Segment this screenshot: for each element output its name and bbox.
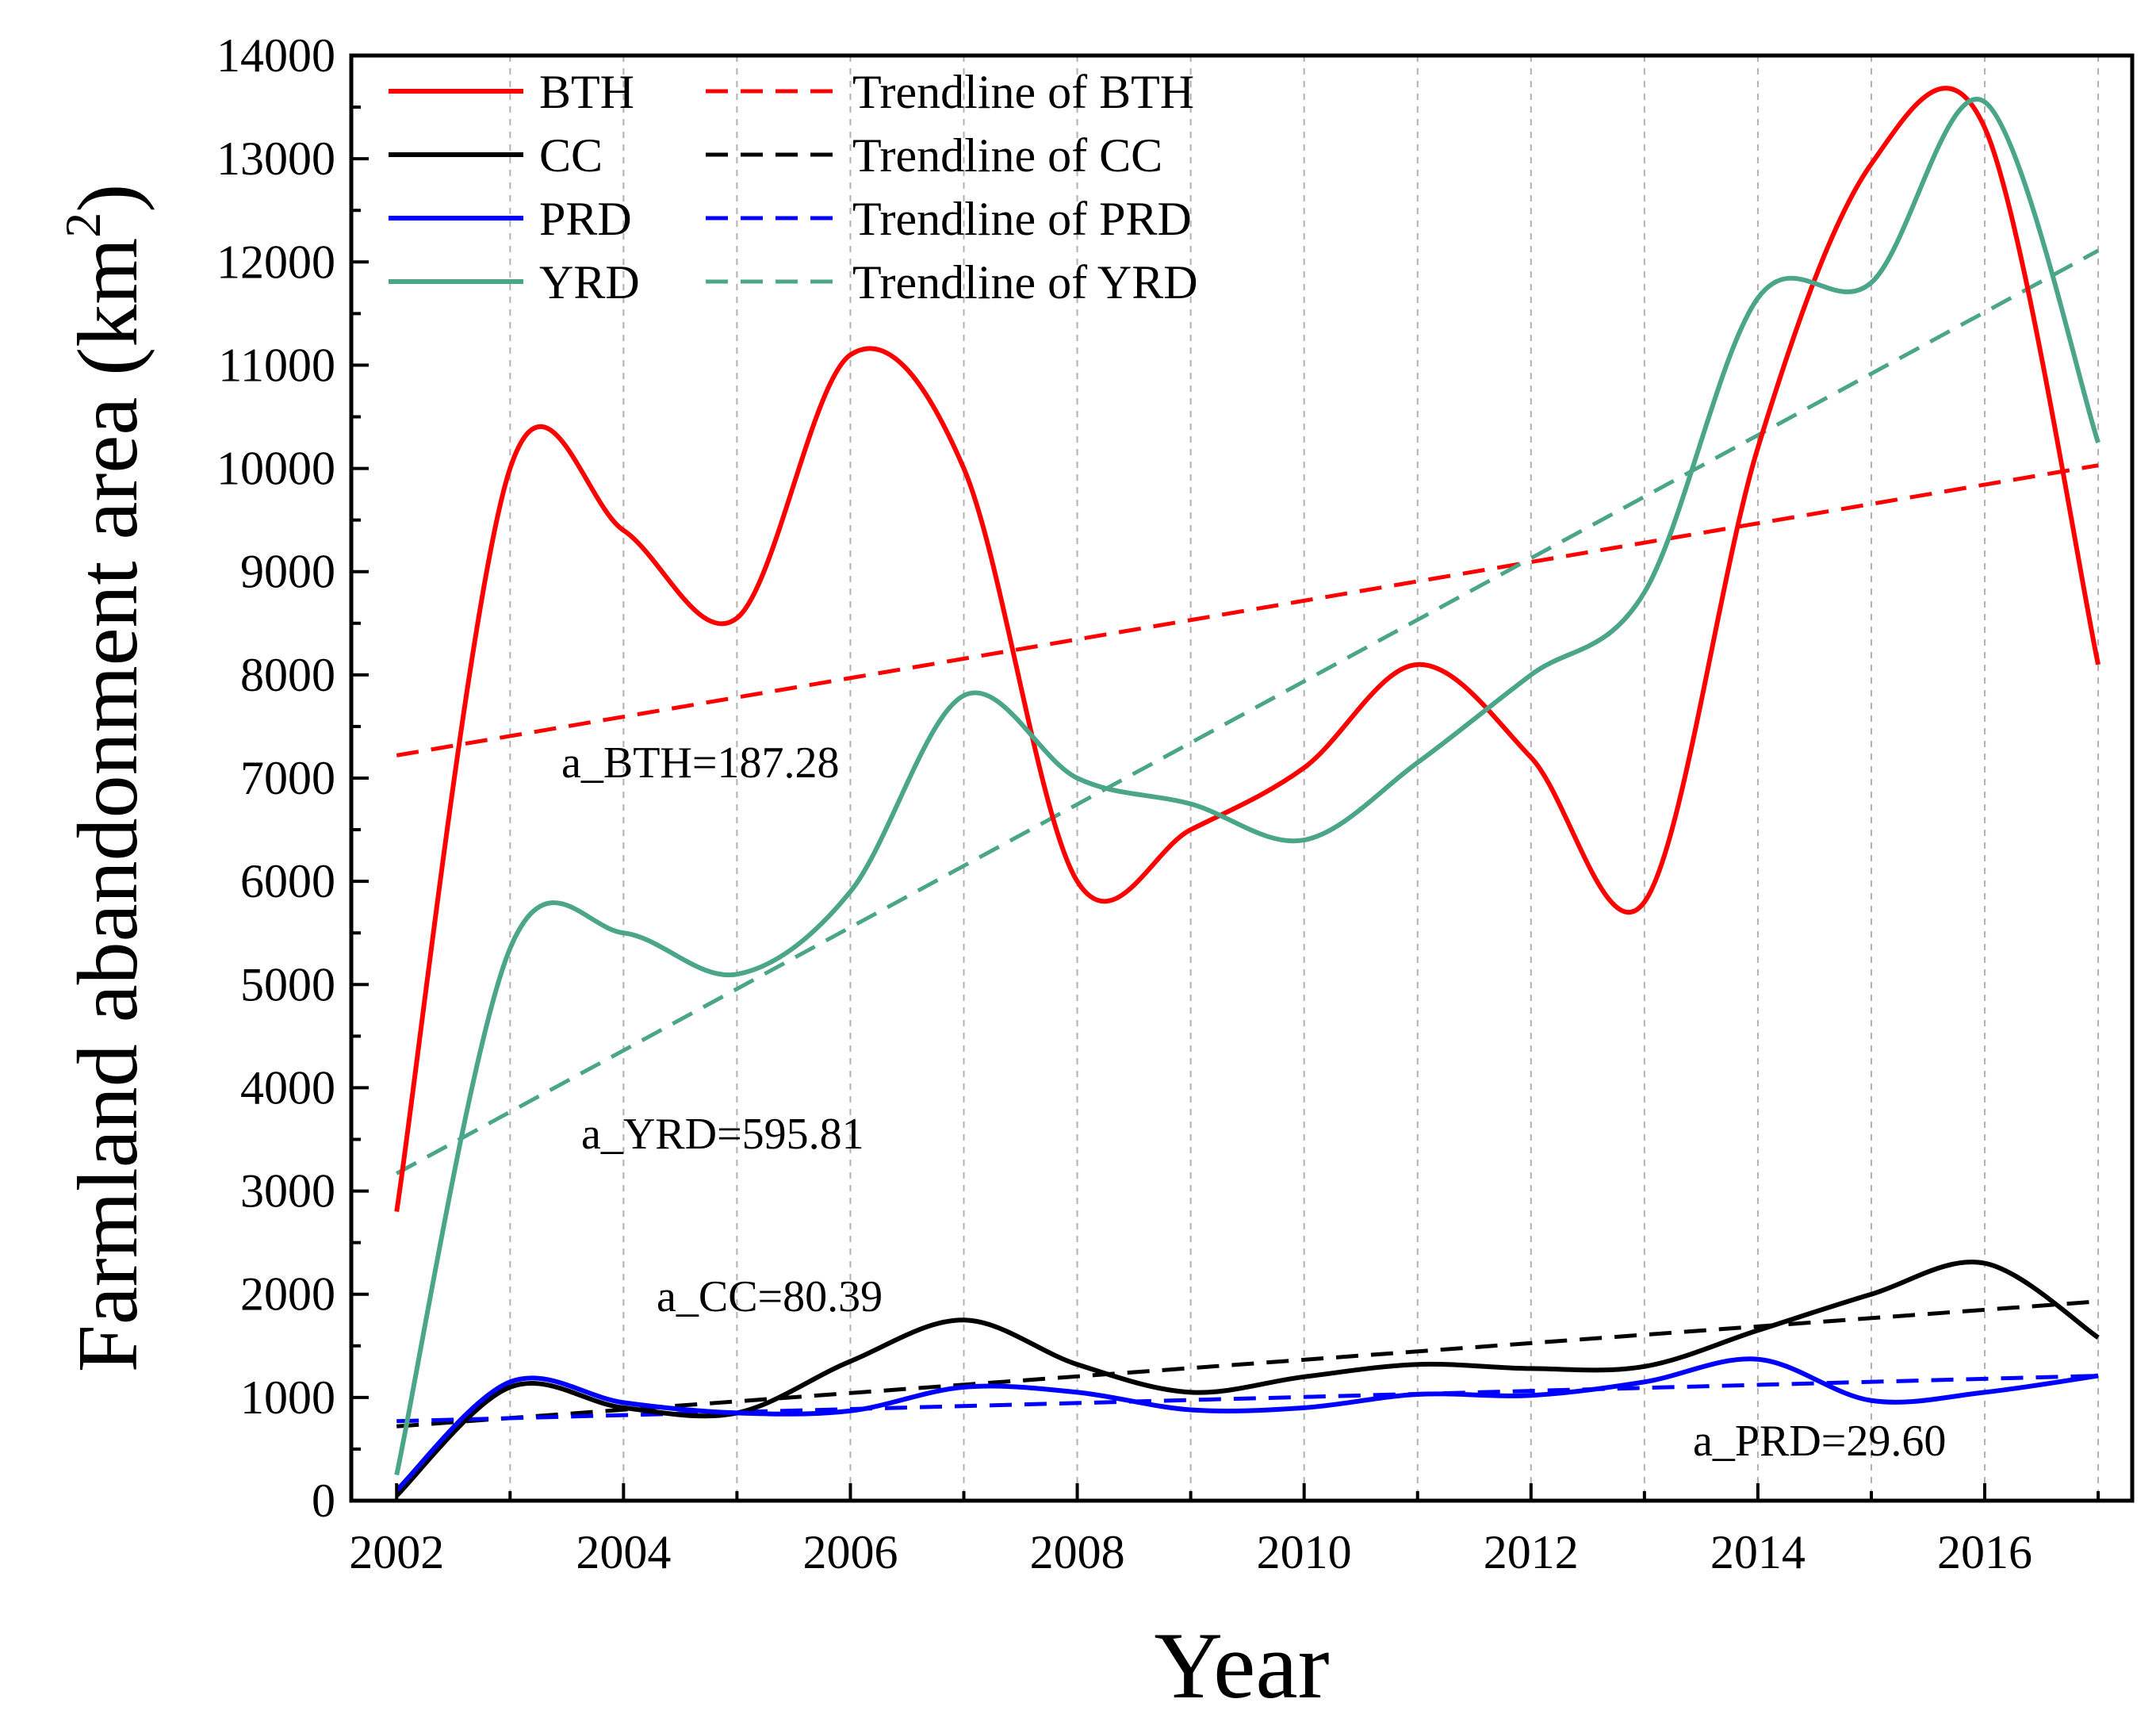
y-tick-label: 3000 — [240, 1165, 335, 1218]
series-line-bth — [394, 86, 2101, 1213]
legend-label-yrd: YRD — [539, 256, 640, 309]
legend-label-cc: CC — [539, 129, 603, 182]
series-line-prd — [395, 1356, 2099, 1493]
annotation-a-cc: a_CC=80.39 — [657, 1272, 883, 1321]
series-line-cc — [395, 1260, 2100, 1497]
legend: BTH CC PRD YRD Trendline of BTH Trendlin… — [389, 66, 1198, 309]
y-tick-label: 6000 — [240, 855, 335, 907]
y-axis-title-text: Farmland abandonment area (km — [61, 238, 155, 1372]
legend-label-trend-yrd: Trendline of YRD — [852, 256, 1198, 309]
y-tick-label: 13000 — [216, 132, 335, 185]
x-tick-label: 2012 — [1484, 1526, 1579, 1578]
legend-label-bth: BTH — [539, 66, 634, 118]
y-tick-label: 0 — [312, 1474, 335, 1527]
y-tick-label: 8000 — [240, 649, 335, 701]
axis-ticks: 2002 2004 2006 2008 2010 2012 2014 2016 0 1000 200… — [216, 29, 2100, 1578]
y-tick-label: 10000 — [216, 443, 335, 495]
y-tick-label: 5000 — [240, 958, 335, 1010]
y-axis-title-close: ) — [61, 184, 155, 213]
y-axis-title-superscript: 2 — [55, 213, 111, 238]
trendline-2 — [396, 1374, 2099, 1424]
y-tick-label: 7000 — [240, 752, 335, 804]
series-lines — [394, 86, 2101, 1497]
series-line-yrd — [394, 97, 2100, 1476]
annotation-a-yrd: a_YRD=595.81 — [581, 1110, 864, 1159]
x-tick-label: 2002 — [349, 1526, 444, 1578]
x-tick-label: 2004 — [576, 1526, 671, 1578]
y-tick-label: 2000 — [240, 1268, 335, 1321]
x-tick-label: 2006 — [802, 1526, 898, 1578]
x-axis-title: Year — [1154, 1613, 1329, 1718]
y-tick-label: 14000 — [216, 29, 335, 82]
legend-label-trend-bth: Trendline of BTH — [852, 66, 1194, 118]
x-tick-label: 2016 — [1937, 1526, 2032, 1578]
x-tick-label: 2010 — [1257, 1526, 1352, 1578]
y-tick-label: 4000 — [240, 1061, 335, 1114]
x-tick-label: 2014 — [1710, 1526, 1806, 1578]
y-tick-label: 12000 — [216, 236, 335, 288]
y-tick-label: 9000 — [240, 546, 335, 598]
y-tick-label: 1000 — [240, 1371, 335, 1424]
legend-label-prd: PRD — [539, 193, 632, 245]
y-tick-label: 11000 — [218, 339, 335, 391]
legend-label-trend-prd: Trendline of PRD — [852, 193, 1192, 245]
annotation-a-prd: a_PRD=29.60 — [1693, 1417, 1946, 1466]
trendline-3 — [396, 248, 2100, 1175]
trendline-0 — [396, 463, 2099, 757]
trendline-1 — [396, 1299, 2099, 1428]
legend-label-trend-cc: Trendline of CC — [852, 129, 1162, 182]
annotation-a-bth: a_BTH=187.28 — [561, 738, 839, 788]
y-axis-title: Farmland abandonment area (km2) — [55, 184, 155, 1372]
x-tick-label: 2008 — [1030, 1526, 1125, 1578]
